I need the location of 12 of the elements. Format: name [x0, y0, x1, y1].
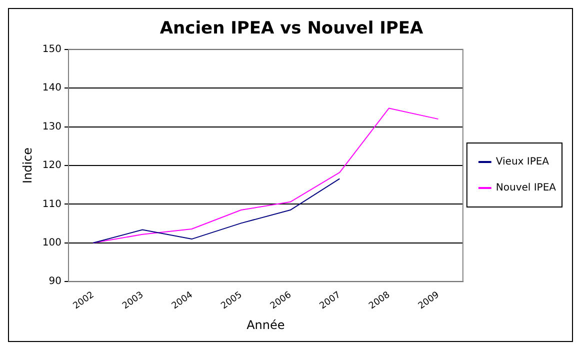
y-tick-label: 100 — [42, 238, 62, 249]
y-tick-label: 120 — [42, 160, 62, 172]
y-tick-label: 110 — [42, 198, 62, 210]
y-tick-label: 90 — [48, 276, 62, 288]
legend-label: Nouvel IPEA — [496, 182, 556, 194]
chart-title: Ancien IPEA vs Nouvel IPEA — [160, 18, 424, 39]
y-axis-title: Indice — [20, 147, 34, 184]
y-tick-label: 150 — [42, 44, 62, 55]
y-tick-label: 140 — [42, 82, 62, 94]
y-tick-label: 130 — [42, 121, 62, 132]
legend-label: Vieux IPEA — [496, 156, 550, 168]
x-axis-title: Année — [246, 318, 285, 332]
